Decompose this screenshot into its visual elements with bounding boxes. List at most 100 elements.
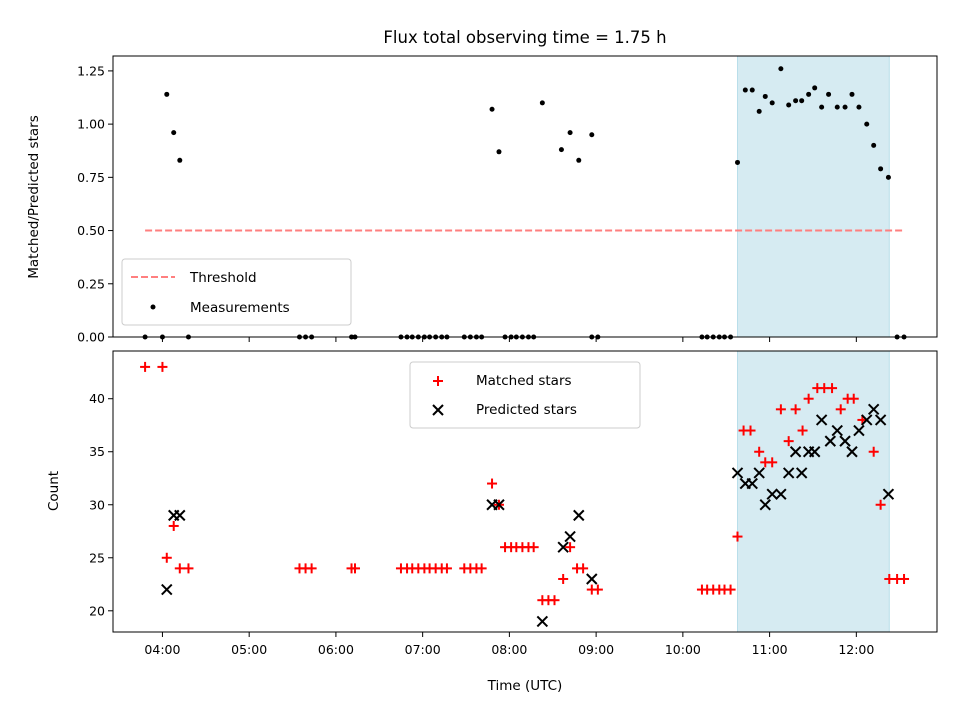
matched-star-marker (306, 563, 317, 574)
predicted-marker-stroke (746, 477, 758, 490)
predicted-star-marker (782, 467, 795, 479)
predicted-marker-stroke (882, 488, 895, 500)
matched-star-marker (168, 520, 179, 531)
matched-star-marker (183, 563, 194, 574)
measurement-point (489, 106, 495, 112)
predicted-marker-stroke (846, 446, 858, 458)
x-tick-label: 06:00 (318, 642, 354, 657)
matched-star-marker (827, 383, 838, 394)
predicted-marker-stroke (775, 488, 787, 500)
matched-star-marker (783, 436, 794, 447)
x-tick-label: 05:00 (231, 642, 267, 657)
predicted-star-marker (753, 467, 765, 479)
measurement-point (834, 104, 840, 110)
legend-threshold-label: Threshold (189, 270, 257, 286)
measurement-point (819, 104, 825, 110)
measurement-point (589, 132, 595, 138)
measurement-point (786, 102, 792, 108)
predicted-marker-stroke (731, 467, 744, 479)
measurement-point (558, 147, 564, 153)
matched-star-marker (140, 361, 151, 372)
predicted-marker-stroke (861, 414, 873, 426)
x-tick-label: 12:00 (838, 642, 874, 657)
predicted-marker-stroke (564, 530, 576, 543)
measurement-point (864, 121, 870, 127)
measurement-point (871, 142, 877, 148)
measurement-point (496, 149, 502, 155)
matched-star-marker (775, 404, 786, 415)
top-highlight-span (737, 55, 890, 338)
top-y-tick-label: 1.25 (77, 63, 105, 78)
predicted-star-marker (775, 488, 787, 500)
predicted-star-marker (874, 414, 887, 426)
measurement-point (878, 166, 884, 172)
legend-matched-label: Matched stars (476, 373, 572, 389)
measurement-point (749, 87, 755, 93)
measurement-point (576, 157, 582, 163)
matched-star-marker (565, 542, 576, 553)
matched-star-marker (476, 563, 487, 574)
matched-star-marker (803, 393, 814, 404)
measurement-point (799, 98, 805, 104)
measurement-point (806, 91, 812, 97)
top-axes-frame (112, 55, 938, 338)
measurement-point (778, 66, 784, 72)
matched-star-marker (868, 446, 879, 457)
bottom-y-tick-label: 40 (89, 391, 105, 406)
bottom-y-tick-label: 20 (89, 603, 105, 618)
x-tick-label: 08:00 (491, 642, 527, 657)
predicted-star-marker (882, 488, 895, 500)
predicted-star-marker (824, 435, 837, 447)
top-y-tick-label: 1.00 (77, 117, 105, 132)
matched-star-marker (745, 425, 756, 436)
legend-predicted-swatch (432, 404, 444, 416)
predicted-star-marker (759, 499, 771, 511)
legend-measurement-swatch (150, 304, 156, 310)
matched-star-marker (725, 584, 736, 595)
predicted-marker-stroke (853, 424, 865, 437)
top-legend-box (121, 258, 352, 326)
measurement-point (826, 91, 832, 97)
predicted-marker-stroke (824, 435, 837, 447)
measurement-point (885, 174, 891, 180)
bottom-y-tick-label: 30 (89, 497, 105, 512)
measurement-point (567, 130, 573, 136)
predicted-marker-stroke (573, 509, 585, 522)
predicted-marker-stroke (536, 615, 549, 628)
matched-star-marker (349, 563, 360, 574)
measurement-point (856, 104, 862, 110)
predicted-marker-stroke (795, 467, 808, 479)
x-tick-label: 09:00 (578, 642, 614, 657)
bottom-highlight-span (737, 350, 890, 633)
predicted-star-marker (557, 541, 569, 553)
matched-star-marker (848, 393, 859, 404)
predicted-marker-stroke (808, 446, 821, 458)
measurement-point (735, 159, 741, 165)
predicted-star-marker (808, 446, 821, 458)
matched-star-marker (174, 563, 185, 574)
predicted-star-marker (536, 615, 549, 628)
top-legend: Threshold Measurements (121, 258, 352, 326)
measurement-point (539, 100, 545, 106)
x-tick-label: 11:00 (752, 642, 788, 657)
predicted-star-marker (766, 488, 778, 500)
predicted-star-marker (795, 467, 808, 479)
predicted-star-marker (573, 509, 585, 522)
measurement-point (762, 93, 768, 99)
measurement-point (849, 91, 855, 97)
bottom-axes-frame (112, 350, 938, 633)
top-y-tick-label: 0.50 (77, 223, 105, 238)
bottom-y-axis-label: Count (46, 471, 62, 511)
bottom-legend-box (409, 361, 641, 429)
measurement-point (812, 85, 818, 91)
predicted-star-marker (853, 424, 865, 437)
predicted-star-marker (731, 467, 744, 479)
predicted-marker-stroke (586, 573, 598, 585)
predicted-star-markers (161, 403, 895, 628)
legend-measurement-label: Measurements (190, 300, 290, 316)
matched-star-marker (790, 404, 801, 415)
predicted-star-marker (789, 446, 802, 458)
matched-star-marker (441, 563, 452, 574)
count-panel: 20 25 30 35 40 04:00 05:00 06:00 07:00 08:00 09:0… (46, 350, 938, 694)
